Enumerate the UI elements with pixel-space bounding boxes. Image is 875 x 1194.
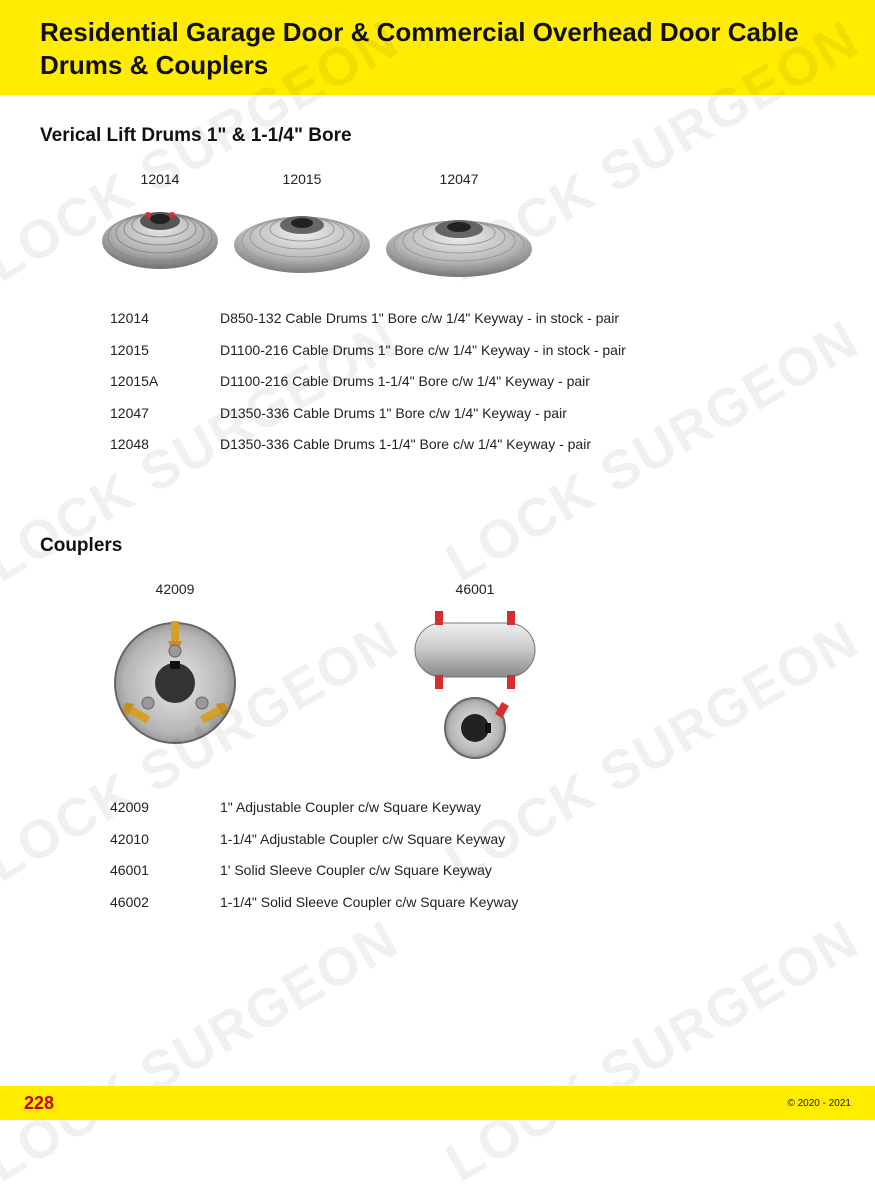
product-label: 46001 [456, 581, 495, 597]
table-row: 12015A D1100-216 Cable Drums 1-1/4" Bore… [110, 372, 835, 392]
product-image-row: 12014 [100, 171, 835, 279]
product-image-row: 42009 [100, 581, 835, 768]
sku-cell: 12014 [110, 309, 220, 329]
product-label: 12015 [283, 171, 322, 187]
desc-cell: 1-1/4" Adjustable Coupler c/w Square Key… [220, 830, 835, 850]
sku-cell: 46001 [110, 861, 220, 881]
page-title: Residential Garage Door & Commercial Ove… [40, 16, 835, 81]
desc-cell: D1350-336 Cable Drums 1-1/4" Bore c/w 1/… [220, 435, 835, 455]
table-row: 12014 D850-132 Cable Drums 1" Bore c/w 1… [110, 309, 835, 329]
product-item: 12015 [232, 171, 372, 275]
copyright: © 2020 - 2021 [787, 1098, 851, 1109]
page-number: 228 [24, 1093, 54, 1114]
drum-icon [100, 193, 220, 271]
spec-table: 12014 D850-132 Cable Drums 1" Bore c/w 1… [110, 309, 835, 455]
product-label: 12014 [141, 171, 180, 187]
table-row: 12048 D1350-336 Cable Drums 1-1/4" Bore … [110, 435, 835, 455]
section-couplers: Couplers 42009 [40, 535, 835, 912]
table-row: 42009 1" Adjustable Coupler c/w Square K… [110, 798, 835, 818]
table-row: 42010 1-1/4" Adjustable Coupler c/w Squa… [110, 830, 835, 850]
section-title: Couplers [40, 535, 835, 557]
page-content: Verical Lift Drums 1" & 1-1/4" Bore 1201… [0, 95, 875, 912]
desc-cell: D1100-216 Cable Drums 1-1/4" Bore c/w 1/… [220, 372, 835, 392]
desc-cell: D1350-336 Cable Drums 1" Bore c/w 1/4" K… [220, 404, 835, 424]
table-row: 12015 D1100-216 Cable Drums 1" Bore c/w … [110, 341, 835, 361]
desc-cell: 1' Solid Sleeve Coupler c/w Square Keywa… [220, 861, 835, 881]
spec-table: 42009 1" Adjustable Coupler c/w Square K… [110, 798, 835, 912]
sku-cell: 12048 [110, 435, 220, 455]
drum-icon [232, 193, 372, 275]
sleeve-coupler-icon [390, 603, 560, 768]
header-bar: Residential Garage Door & Commercial Ove… [0, 0, 875, 95]
section-title: Verical Lift Drums 1" & 1-1/4" Bore [40, 125, 835, 147]
product-label: 42009 [156, 581, 195, 597]
desc-cell: 1-1/4" Solid Sleeve Coupler c/w Square K… [220, 893, 835, 913]
table-row: 12047 D1350-336 Cable Drums 1" Bore c/w … [110, 404, 835, 424]
watermark: LOCK SURGEON [0, 908, 409, 1194]
drum-icon [384, 193, 534, 279]
product-item: 12047 [384, 171, 534, 279]
desc-cell: 1" Adjustable Coupler c/w Square Keyway [220, 798, 835, 818]
adjustable-coupler-icon [100, 603, 250, 758]
sku-cell: 42010 [110, 830, 220, 850]
product-item: 42009 [100, 581, 250, 758]
table-row: 46002 1-1/4" Solid Sleeve Coupler c/w Sq… [110, 893, 835, 913]
watermark: LOCK SURGEON [436, 908, 870, 1194]
product-label: 12047 [440, 171, 479, 187]
sku-cell: 46002 [110, 893, 220, 913]
section-drums: Verical Lift Drums 1" & 1-1/4" Bore 1201… [40, 125, 835, 455]
desc-cell: D850-132 Cable Drums 1" Bore c/w 1/4" Ke… [220, 309, 835, 329]
product-item: 12014 [100, 171, 220, 271]
product-item: 46001 [390, 581, 560, 768]
footer-bar: 228 © 2020 - 2021 [0, 1086, 875, 1120]
desc-cell: D1100-216 Cable Drums 1" Bore c/w 1/4" K… [220, 341, 835, 361]
sku-cell: 12015 [110, 341, 220, 361]
sku-cell: 12047 [110, 404, 220, 424]
sku-cell: 42009 [110, 798, 220, 818]
table-row: 46001 1' Solid Sleeve Coupler c/w Square… [110, 861, 835, 881]
sku-cell: 12015A [110, 372, 220, 392]
